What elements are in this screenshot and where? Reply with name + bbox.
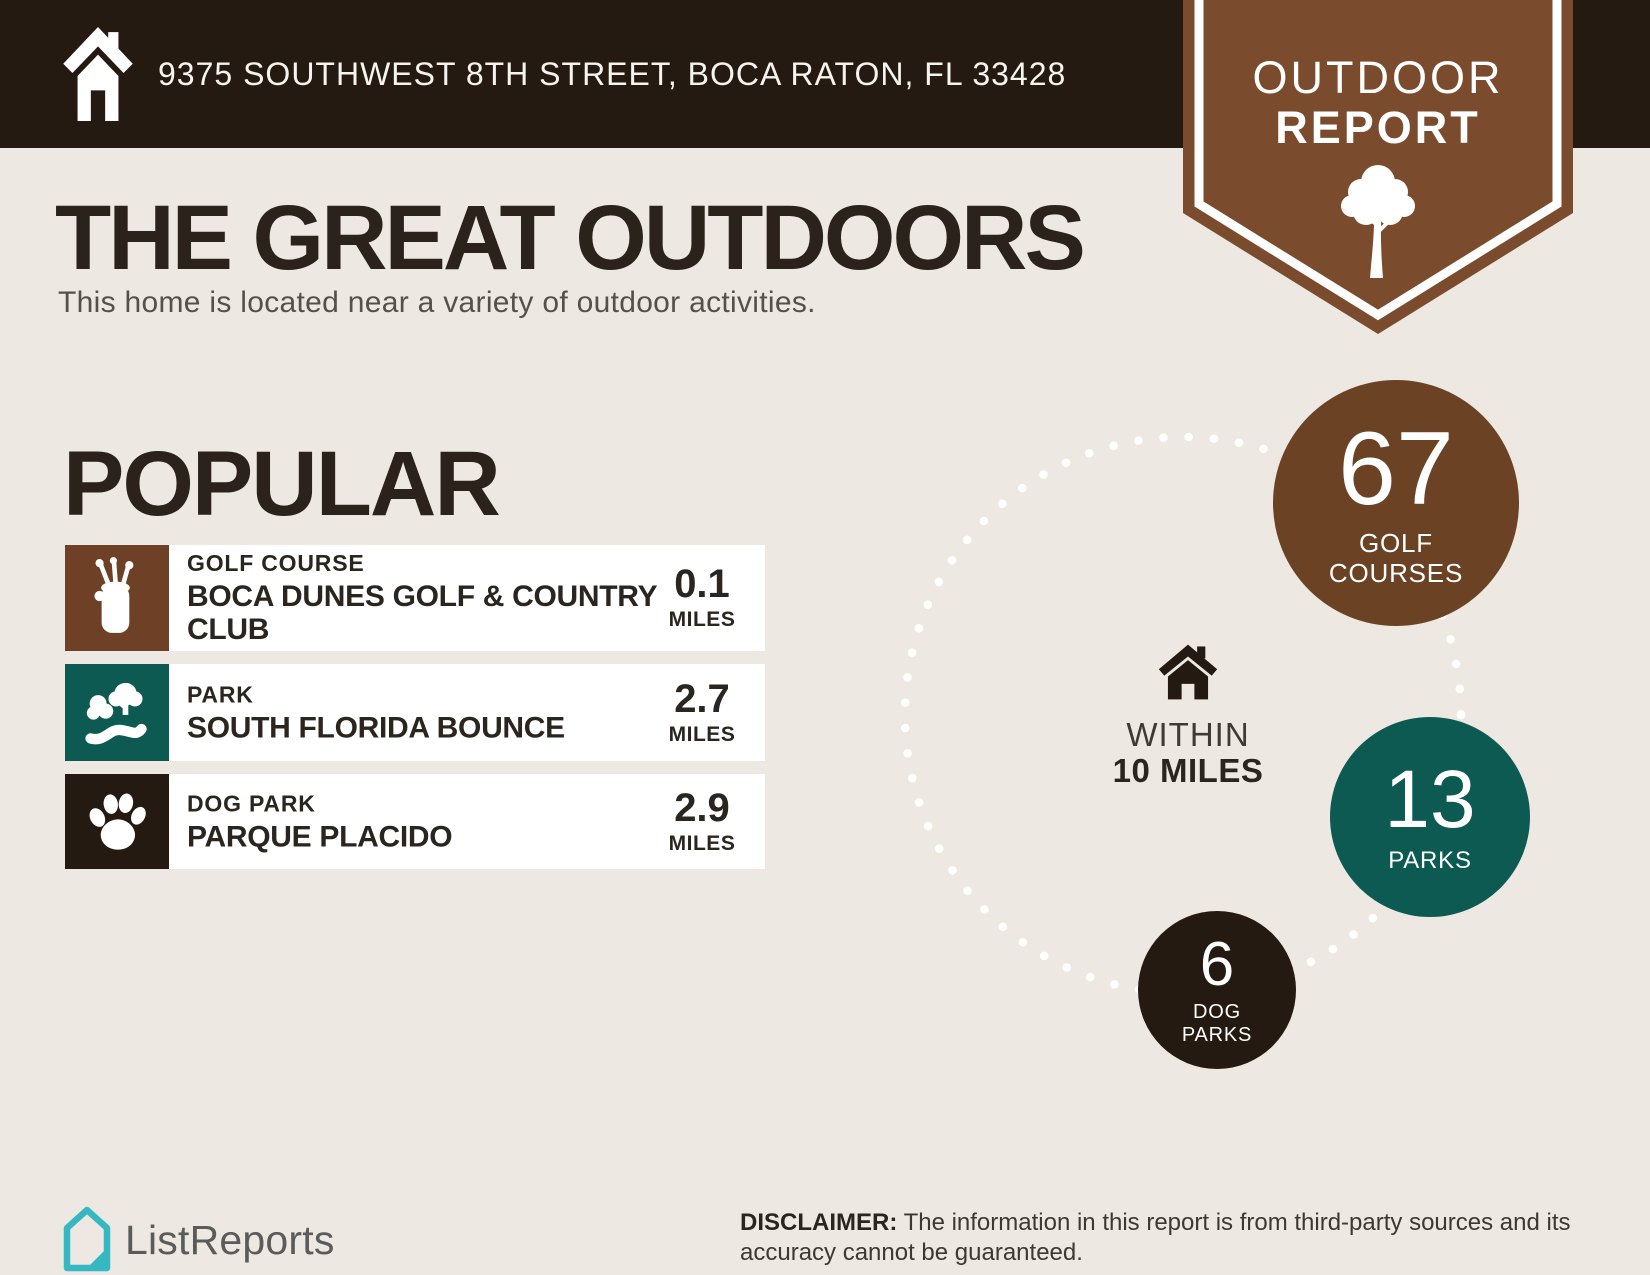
page-subtitle: This home is located near a variety of o…: [58, 286, 816, 319]
category-label: DOG PARK: [187, 790, 316, 816]
disclaimer: DISCLAIMER: The information in this repo…: [740, 1208, 1600, 1268]
paw-icon: [65, 774, 169, 869]
place-name: PARQUE PLACIDO: [187, 820, 453, 853]
listreports-logo-text: ListReports: [125, 1216, 335, 1263]
property-address: 9375 SOUTHWEST 8TH STREET, BOCA RATON, F…: [158, 56, 1067, 92]
distance-block: 2.7 MILES: [647, 679, 757, 747]
distance-block: 2.9 MILES: [647, 788, 757, 856]
stat-value: 13: [1384, 754, 1476, 846]
page-title: THE GREAT OUTDOORS: [55, 187, 1086, 289]
outdoor-report-badge: OUTDOOR REPORT: [1183, 0, 1573, 345]
list-item-golf-course: GOLF COURSE BOCA DUNES GOLF & COUNTRY CL…: [65, 545, 765, 651]
list-item-park: PARK SOUTH FLORIDA BOUNCE 2.7 MILES: [65, 664, 765, 761]
place-name: BOCA DUNES GOLF & COUNTRY CLUB: [187, 580, 657, 646]
place-name: SOUTH FLORIDA BOUNCE: [187, 711, 565, 744]
list-item-text: GOLF COURSE BOCA DUNES GOLF & COUNTRY CL…: [187, 550, 657, 646]
popular-heading: POPULAR: [63, 433, 501, 535]
distance-unit: MILES: [668, 722, 736, 746]
radius-label-line2: 10 MILES: [1112, 752, 1264, 789]
listreports-logo-icon: [63, 1206, 111, 1272]
distance-value: 2.7: [674, 676, 730, 721]
list-item-dog-park: DOG PARK PARQUE PLACIDO 2.9 MILES: [65, 774, 765, 869]
golf-bag-icon: [65, 545, 169, 651]
category-label: GOLF COURSE: [187, 550, 365, 576]
list-item-text: PARK SOUTH FLORIDA BOUNCE: [187, 681, 657, 744]
stat-circle-parks: 13 PARKS: [1330, 717, 1530, 917]
stat-label: DOG PARKS: [1181, 1000, 1253, 1046]
badge-title-line2: REPORT: [1275, 102, 1481, 153]
badge-title-line1: OUTDOOR: [1252, 52, 1504, 103]
distance-value: 2.9: [674, 785, 730, 830]
radius-house-icon: [1158, 644, 1218, 700]
category-label: PARK: [187, 681, 254, 707]
stat-circle-dog-parks: 6 DOG PARKS: [1138, 911, 1296, 1069]
disclaimer-text: The information in this report is from t…: [740, 1209, 1571, 1266]
list-item-text: DOG PARK PARQUE PLACIDO: [187, 790, 657, 853]
stat-label: PARKS: [1388, 847, 1472, 875]
disclaimer-label: DISCLAIMER:: [740, 1209, 898, 1236]
listreports-logo: ListReports: [63, 1206, 335, 1274]
distance-unit: MILES: [668, 831, 736, 855]
park-icon: [65, 664, 169, 761]
stat-circle-golf-courses: 67 GOLF COURSES: [1273, 380, 1519, 626]
tree-icon: [1341, 165, 1415, 278]
radius-label-line1: WITHIN: [1126, 716, 1250, 753]
home-icon: [63, 27, 133, 121]
stat-value: 6: [1199, 929, 1235, 999]
distance-value: 0.1: [674, 562, 730, 606]
distance-block: 0.1 MILES: [647, 564, 757, 632]
stat-value: 67: [1338, 411, 1454, 528]
stat-label: GOLF COURSES: [1328, 528, 1464, 588]
distance-unit: MILES: [668, 608, 736, 631]
